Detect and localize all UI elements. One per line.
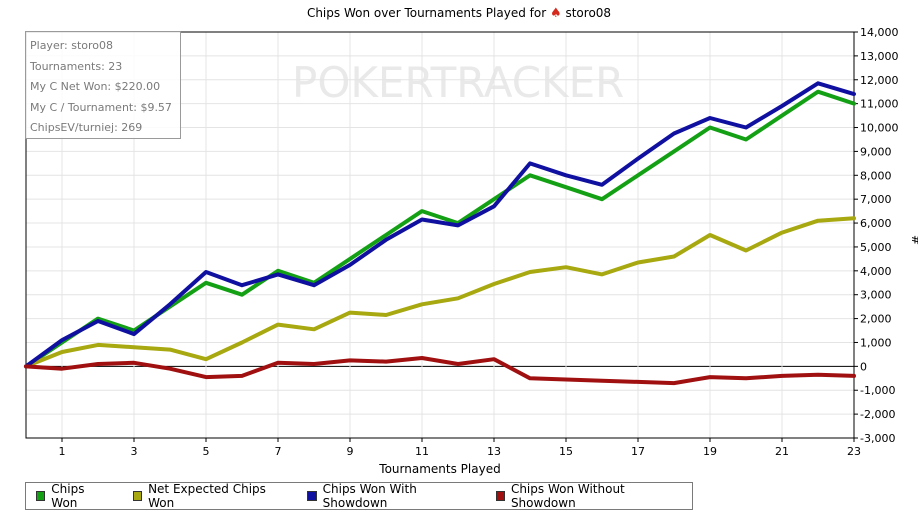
x-tick-label: 21 xyxy=(775,445,789,458)
x-tick-label: 13 xyxy=(487,445,501,458)
y-tick-label: 10,000 xyxy=(860,122,899,135)
y-tick-label: 0 xyxy=(860,360,867,373)
x-tick-label: 15 xyxy=(559,445,573,458)
chart-title-text: Chips Won over Tournaments Played for xyxy=(306,6,547,20)
stats-line: My C Net Won: $220.00 xyxy=(30,80,161,93)
legend-swatch xyxy=(36,491,46,501)
legend-label: Net Expected Chips Won xyxy=(148,482,266,510)
x-tick-label: 3 xyxy=(131,445,138,458)
legend-item: Chips Won With Showdown xyxy=(307,482,471,510)
y-tick-label: 8,000 xyxy=(860,169,892,182)
ticks: -3,000 -2,000 -1,000 0 1,000 2,000 3,000 4,000 5… xyxy=(59,26,899,458)
x-tick-label: 11 xyxy=(415,445,429,458)
stats-line: Player: storo08 xyxy=(30,39,114,52)
legend-label: Chips Won With Showdown xyxy=(322,482,417,510)
y-tick-label: 3,000 xyxy=(860,289,892,302)
legend-label: Chips Won xyxy=(51,482,85,510)
spade-icon: ♠ xyxy=(549,6,562,21)
stats-line: ChipsEV/turniej: 269 xyxy=(30,121,143,134)
y-tick-label: 11,000 xyxy=(860,98,899,111)
legend-item: Net Expected Chips Won xyxy=(132,482,284,510)
x-tick-label: 1 xyxy=(59,445,66,458)
y-tick-label: 13,000 xyxy=(860,50,899,63)
x-axis-title: Tournaments Played xyxy=(378,462,500,476)
y-tick-label: 14,000 xyxy=(860,26,899,39)
legend-swatch xyxy=(132,491,143,501)
y-tick-label: 9,000 xyxy=(860,145,892,158)
x-tick-label: 9 xyxy=(347,445,354,458)
legend-item: Chips Won xyxy=(36,482,109,510)
stats-line: My C / Tournament: $9.57 xyxy=(30,100,172,114)
y-tick-label: 12,000 xyxy=(860,74,899,87)
watermark: POKERTRACKER xyxy=(292,58,624,107)
chart-title: Chips Won over Tournaments Played for ♠ … xyxy=(0,6,918,21)
y-tick-label: 5,000 xyxy=(860,241,892,254)
legend: Chips Won Net Expected Chips Won Chips Won… xyxy=(25,482,693,510)
x-tick-label: 19 xyxy=(703,445,717,458)
y-axis-title: # xyxy=(909,235,918,245)
series-line-net-expected-chips-won xyxy=(24,216,856,369)
y-tick-label: 7,000 xyxy=(860,193,892,206)
y-tick-label: -2,000 xyxy=(860,408,895,421)
y-tick-label: -3,000 xyxy=(860,432,895,445)
chart-title-player: storo08 xyxy=(565,6,612,20)
stats-box: Player: storo08 Tournaments: 23 My C Net W… xyxy=(25,31,181,139)
stats-line: Tournaments: 23 xyxy=(30,59,123,73)
y-tick-label: 1,000 xyxy=(860,336,892,349)
series-line-chips-won-without-showdown xyxy=(24,356,856,386)
legend-item: Chips Won Without Showdown xyxy=(495,482,678,510)
x-tick-label: 23 xyxy=(847,445,861,458)
series-layer xyxy=(24,81,856,386)
plot-frame xyxy=(25,31,855,439)
x-tick-label: 5 xyxy=(203,445,210,458)
y-tick-label: 2,000 xyxy=(860,313,892,326)
y-tick-label: 6,000 xyxy=(860,217,892,230)
legend-swatch xyxy=(495,491,505,501)
x-tick-label: 7 xyxy=(275,445,282,458)
legend-swatch xyxy=(307,491,317,501)
x-tick-label: 17 xyxy=(631,445,645,458)
series-line-chips-won-with-showdown xyxy=(24,81,856,369)
y-tick-label: 4,000 xyxy=(860,265,892,278)
legend-label: Chips Won Without Showdown xyxy=(510,482,625,510)
y-tick-label: -1,000 xyxy=(860,384,895,397)
